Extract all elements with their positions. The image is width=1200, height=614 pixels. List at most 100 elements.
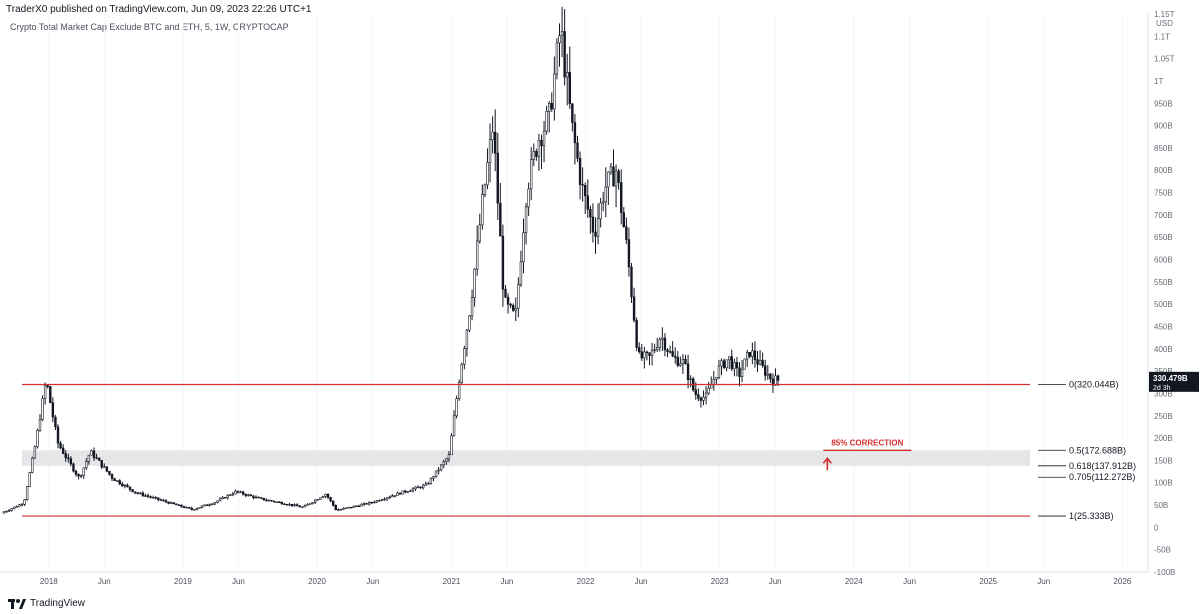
candle-body [267,499,271,502]
candle-body [445,458,448,463]
candle-body [620,182,623,214]
candle-body [100,460,103,468]
candle-body [540,139,543,147]
time-axis-tick: Jun [366,577,379,586]
fib-label: 1(25.333B) [1069,511,1114,521]
candle-body [241,491,245,495]
candle-body [90,450,93,456]
candle-body [674,355,677,358]
candle-body [599,202,602,220]
footer-brand[interactable]: TradingView [8,598,85,609]
candle-body [131,489,134,493]
candle-body [298,505,301,508]
candle-body [259,497,263,499]
candle-body [493,131,497,154]
candle-body [414,486,417,490]
candle-body [43,385,47,399]
candle-body [496,152,499,204]
last-price-tag [1149,371,1199,392]
candle-body [136,492,139,494]
candle-body [627,239,631,268]
candle-body [128,486,132,490]
candle-body [738,367,741,377]
candle-body [568,72,571,105]
price-axis-tick: 750B [1154,189,1173,198]
candle-body [460,363,463,383]
price-axis-tick: 350B [1154,367,1173,376]
candle-body [653,349,656,351]
candle-body [105,466,109,472]
price-axis-tick: 500B [1154,300,1173,309]
candle-body [92,450,96,458]
bar-countdown: 2d 3h [1153,385,1171,392]
candle-body [409,490,412,492]
price-axis-tick: 1.15T [1154,10,1175,19]
up-arrow-icon [822,456,832,464]
candle-body [272,500,276,503]
candle-body [110,474,114,479]
candle-body [566,72,569,78]
candle-body [208,504,211,506]
candle-body [645,351,649,354]
candle-body [527,188,530,208]
price-axis-tick: -100B [1154,568,1175,577]
candle-body [403,490,407,493]
candle-body [349,506,353,509]
candle-body [288,503,291,506]
candle-body [514,307,517,311]
candle-body [2,511,6,514]
candle-body [115,480,119,482]
candle-body [373,501,376,504]
time-axis-tick: 2025 [979,577,997,586]
candle-body [717,365,721,378]
candle-body [200,505,204,508]
candle-body [275,501,278,503]
candle-body [388,496,391,499]
candle-body [10,508,13,511]
candle-body [455,398,458,417]
candle-body [751,350,754,357]
candle-body [195,508,199,510]
price-axis-tick: 900B [1154,122,1173,131]
price-axis-tick: 50B [1154,501,1168,510]
candle-body [331,500,335,506]
footer-brand-text: TradingView [30,598,86,609]
time-axis-tick: 2018 [40,577,58,586]
candle-body [429,478,433,484]
price-axis-tick: 550B [1154,278,1173,287]
candle-body [576,142,579,159]
candle-body [103,466,106,468]
candle-body [457,382,461,400]
price-axis-tick: 150B [1154,456,1173,465]
candle-body [203,504,206,507]
candle-body [699,397,703,401]
price-axis-tick: 0 [1154,523,1159,532]
candle-body [61,447,65,454]
candle-body [211,503,214,506]
time-axis-tick: 2023 [711,577,729,586]
candle-body [185,506,188,509]
candle-body [326,493,330,498]
candle-body [488,139,492,163]
candle-body [357,505,361,508]
candle-body [262,497,265,501]
candle-body [198,507,201,509]
candle-body [740,368,744,377]
time-axis-tick: Jun [635,577,648,586]
candle-body [681,358,685,365]
candle-body [506,296,510,305]
candle-body [236,490,240,493]
candle-body [483,184,487,195]
candle-body [473,268,476,298]
candle-body [542,130,546,147]
time-axis[interactable]: 2018 Jun 2019 Jun 2020 Jun 2021 Jun 2022 Jun 2023 J… [0,571,1148,586]
candle-body [468,315,471,331]
candle-body [501,235,505,290]
candle-body [622,212,625,228]
candle-body [31,457,34,473]
candle-body [277,501,281,503]
price-axis[interactable]: USD -100B -50B 0 50B 100B 150B 200B 250B 300B 350B… [1147,10,1199,577]
candle-body [663,337,667,351]
fib-zone-band [22,450,1030,466]
